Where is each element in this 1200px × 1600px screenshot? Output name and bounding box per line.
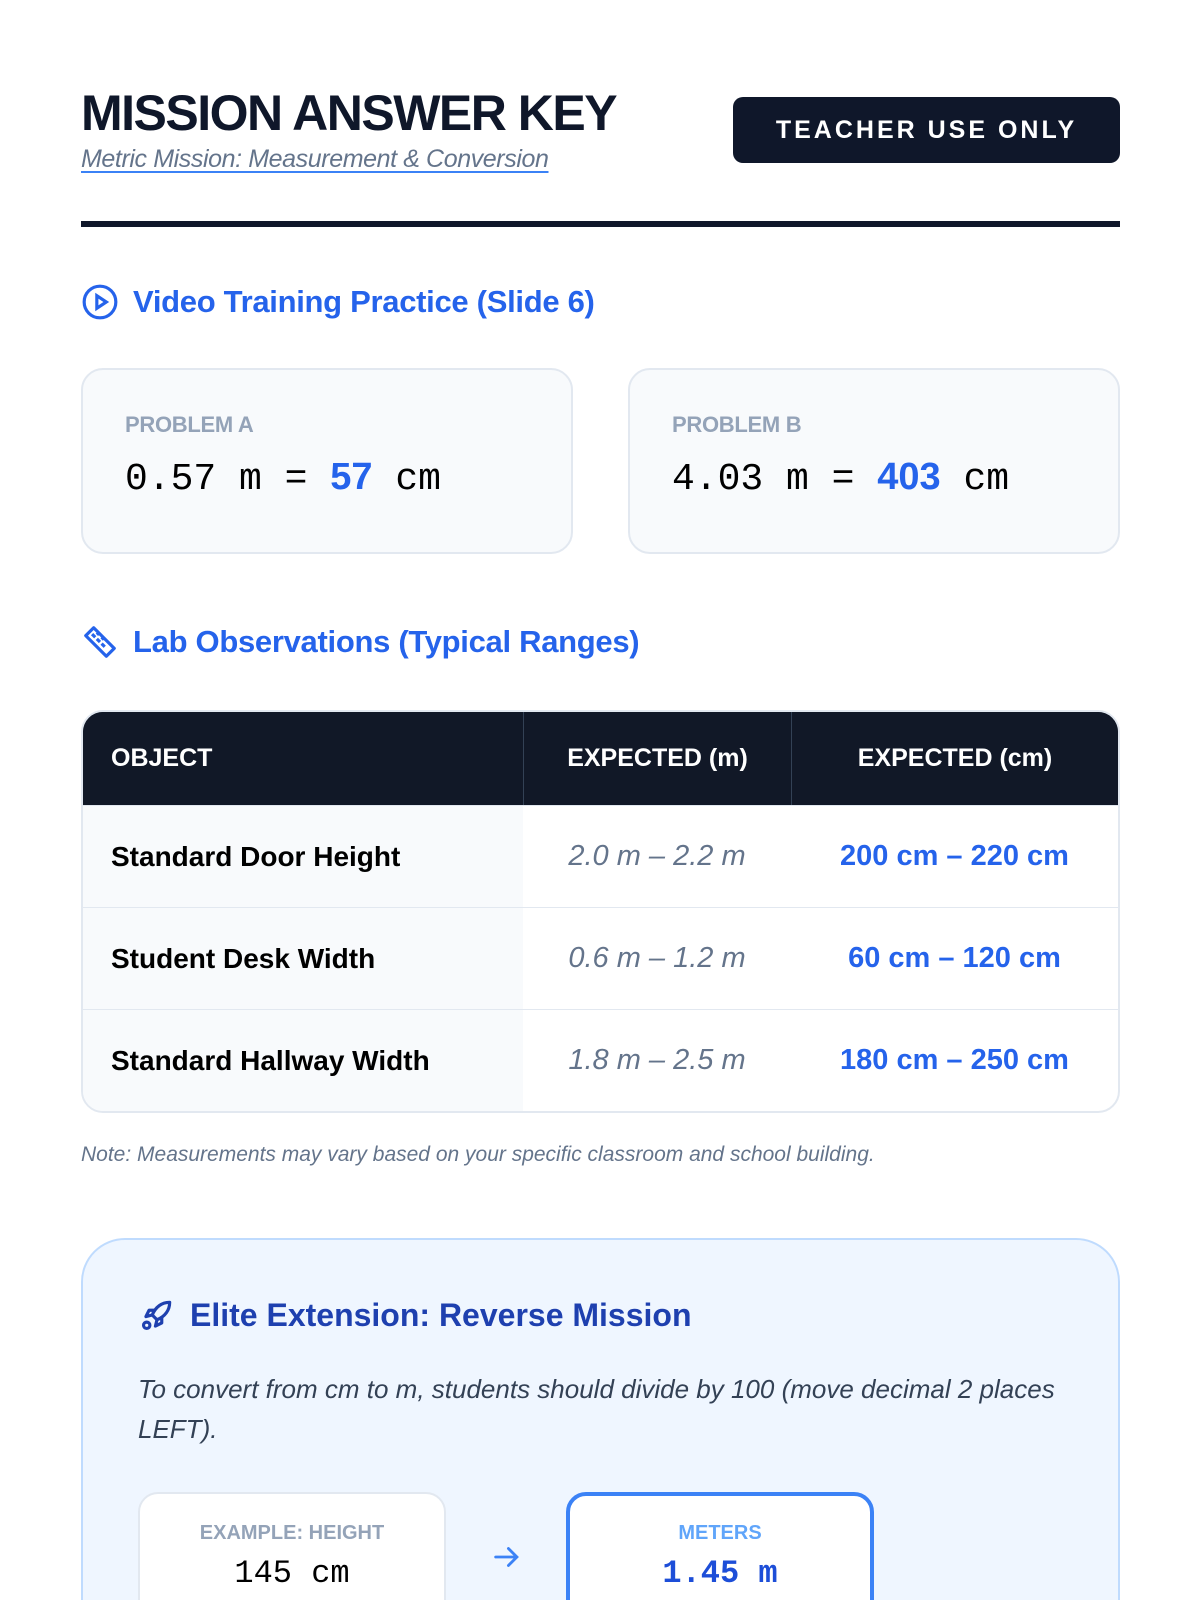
observations-table: OBJECT EXPECTED (m) EXPECTED (cm) Standa… <box>81 710 1120 1113</box>
centimeters-cell: 200 cm – 220 cm <box>840 840 1069 872</box>
page-subtitle: Metric Mission: Measurement & Conversion <box>81 145 549 173</box>
result-box: METERS 1.45 m <box>566 1492 874 1600</box>
table-row: Standard Hallway Width 1.8 m – 2.5 m 180… <box>83 1009 1118 1111</box>
problem-given: 0.57 m = <box>125 458 331 501</box>
centimeters-cell: 180 cm – 250 cm <box>840 1044 1069 1076</box>
column-header: EXPECTED (cm) <box>791 712 1118 805</box>
meters-cell: 2.0 m – 2.2 m <box>568 840 746 872</box>
extension-heading-text: Elite Extension: Reverse Mission <box>190 1296 692 1333</box>
ruler-icon <box>84 626 116 658</box>
example-value: 145 cm <box>234 1555 350 1592</box>
object-cell: Standard Door Height <box>83 806 523 907</box>
problem-unit: cm <box>940 458 1010 501</box>
problem-answer: 57 <box>330 456 373 498</box>
centimeters-cell: 60 cm – 120 cm <box>848 942 1061 974</box>
meters-cell: 1.8 m – 2.5 m <box>568 1044 746 1076</box>
column-header: OBJECT <box>83 712 523 805</box>
example-box: EXAMPLE: HEIGHT 145 cm <box>138 1492 446 1600</box>
lab-section-heading: Lab Observations (Typical Ranges) <box>81 623 640 661</box>
problem-card-b: PROBLEM B 4.03 m = 403 cm <box>628 368 1120 554</box>
video-heading-text: Video Training Practice (Slide 6) <box>133 284 595 319</box>
table-row: Standard Door Height 2.0 m – 2.2 m 200 c… <box>83 805 1118 907</box>
play-circle-icon <box>82 284 118 320</box>
problem-label: PROBLEM A <box>125 412 254 437</box>
problem-label: PROBLEM B <box>672 412 802 437</box>
extension-text: To convert from cm to m, students should… <box>138 1374 1055 1444</box>
problem-given: 4.03 m = <box>672 458 878 501</box>
problem-answer: 403 <box>877 456 941 498</box>
result-label: METERS <box>678 1522 762 1544</box>
video-section-heading: Video Training Practice (Slide 6) <box>81 283 595 321</box>
page-title: MISSION ANSWER KEY <box>81 85 618 141</box>
object-cell: Standard Hallway Width <box>83 1010 523 1111</box>
table-row: Student Desk Width 0.6 m – 1.2 m 60 cm –… <box>83 907 1118 1009</box>
header-divider <box>81 221 1120 227</box>
rocket-icon <box>141 1300 172 1331</box>
problem-card-a: PROBLEM A 0.57 m = 57 cm <box>81 368 573 554</box>
extension-heading: Elite Extension: Reverse Mission <box>138 1296 692 1334</box>
lab-heading-text: Lab Observations (Typical Ranges) <box>133 624 640 659</box>
table-note: Note: Measurements may vary based on you… <box>81 1143 875 1166</box>
object-cell: Student Desk Width <box>83 908 523 1009</box>
problem-equation: 4.03 m = 403 cm <box>672 456 1118 501</box>
example-label: EXAMPLE: HEIGHT <box>199 1522 385 1544</box>
table-header-row: OBJECT EXPECTED (m) EXPECTED (cm) <box>83 712 1118 805</box>
problem-equation: 0.57 m = 57 cm <box>125 456 571 501</box>
result-value: 1.45 m <box>662 1555 778 1592</box>
problem-unit: cm <box>372 458 441 501</box>
arrow-right-icon <box>494 1547 519 1567</box>
column-header: EXPECTED (m) <box>523 712 791 805</box>
meters-cell: 0.6 m – 1.2 m <box>568 942 746 974</box>
teacher-use-badge: TEACHER USE ONLY <box>733 97 1120 163</box>
